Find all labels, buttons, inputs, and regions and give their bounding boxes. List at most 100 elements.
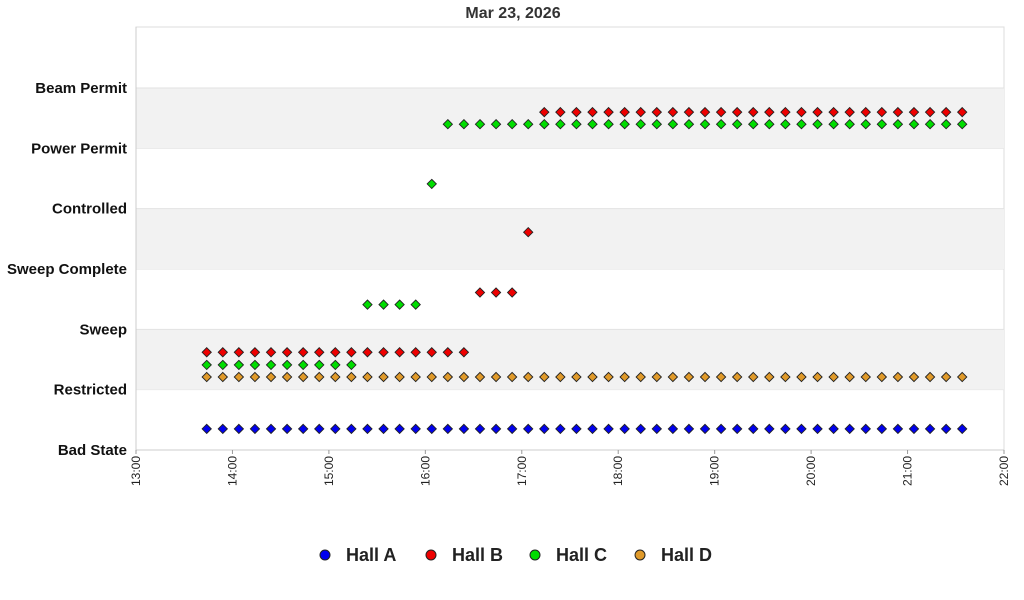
band-shade <box>136 88 1004 149</box>
legend: Hall A Hall B Hall C Hall D <box>319 545 712 565</box>
data-point <box>860 371 871 383</box>
data-point <box>297 347 309 358</box>
data-point <box>506 118 518 130</box>
data-point <box>555 118 566 130</box>
data-point <box>378 347 389 358</box>
data-point <box>940 118 952 130</box>
data-point <box>265 371 277 383</box>
data-point <box>603 118 614 130</box>
legend-swatch <box>529 549 541 561</box>
data-point <box>474 371 486 383</box>
data-point <box>281 359 293 371</box>
data-point <box>362 299 373 310</box>
legend-swatch <box>425 549 437 561</box>
data-point <box>539 106 550 118</box>
data-point <box>667 371 679 383</box>
y-category-label: Bad State <box>58 442 127 459</box>
data-point <box>715 423 727 435</box>
data-point <box>410 423 421 435</box>
plot-bands <box>135 26 1005 451</box>
data-point <box>796 106 807 118</box>
data-point <box>539 118 550 130</box>
data-point <box>731 371 743 383</box>
data-point <box>667 118 679 130</box>
data-point <box>281 347 293 358</box>
data-point <box>297 359 309 371</box>
data-point <box>362 347 373 358</box>
data-point <box>844 118 855 130</box>
data-point <box>860 118 871 130</box>
data-point <box>249 347 261 358</box>
data-point <box>667 423 679 435</box>
data-point <box>265 347 277 358</box>
data-point <box>474 118 486 130</box>
data-point <box>812 118 823 130</box>
band-shade <box>136 329 1004 390</box>
data-point <box>860 423 871 435</box>
data-point <box>892 118 904 130</box>
x-tick-label: 15:00 <box>322 456 336 486</box>
data-point <box>522 118 534 130</box>
data-point <box>490 118 502 130</box>
data-point <box>201 371 212 383</box>
data-point <box>619 106 630 118</box>
data-point <box>812 371 823 383</box>
data-point <box>908 118 920 130</box>
data-point <box>667 106 679 118</box>
data-point <box>619 118 630 130</box>
data-point <box>490 287 502 298</box>
data-point <box>249 423 261 435</box>
data-point <box>635 106 646 118</box>
data-point <box>346 347 357 358</box>
data-point <box>603 423 614 435</box>
data-point <box>587 371 598 383</box>
data-point <box>474 287 486 298</box>
x-tick-label: 14:00 <box>225 456 239 486</box>
data-point <box>619 423 630 435</box>
data-points <box>201 106 968 435</box>
data-point <box>764 423 775 435</box>
data-point <box>410 347 421 358</box>
legend-label: Hall C <box>556 545 607 565</box>
data-point <box>555 371 566 383</box>
data-point <box>764 106 775 118</box>
data-point <box>828 118 839 130</box>
data-point <box>555 106 566 118</box>
data-point <box>281 423 293 435</box>
data-point <box>731 106 743 118</box>
data-point <box>217 359 229 371</box>
data-point <box>828 106 839 118</box>
data-point <box>394 347 405 358</box>
data-point <box>699 371 711 383</box>
data-point <box>249 359 261 371</box>
data-point <box>635 118 646 130</box>
data-point <box>442 423 454 435</box>
data-point <box>619 371 630 383</box>
data-point <box>956 423 968 435</box>
data-point <box>490 423 502 435</box>
data-point <box>812 106 823 118</box>
data-point <box>346 359 357 371</box>
data-point <box>635 423 646 435</box>
data-point <box>587 423 598 435</box>
data-point <box>699 118 711 130</box>
data-point <box>297 371 309 383</box>
data-point <box>233 371 245 383</box>
data-point <box>539 423 550 435</box>
data-point <box>233 347 245 358</box>
data-point <box>699 423 711 435</box>
data-point <box>330 359 341 371</box>
legend-label: Hall B <box>452 545 503 565</box>
data-point <box>330 371 341 383</box>
data-point <box>699 106 711 118</box>
data-point <box>442 118 454 130</box>
data-point <box>924 371 936 383</box>
data-point <box>876 106 888 118</box>
data-point <box>458 118 470 130</box>
chart-title: Mar 23, 2026 <box>465 5 560 22</box>
data-point <box>828 371 839 383</box>
data-point <box>828 423 839 435</box>
x-tick-label: 16:00 <box>418 456 432 486</box>
y-category-label: Sweep Complete <box>7 261 127 278</box>
data-point <box>201 359 212 371</box>
